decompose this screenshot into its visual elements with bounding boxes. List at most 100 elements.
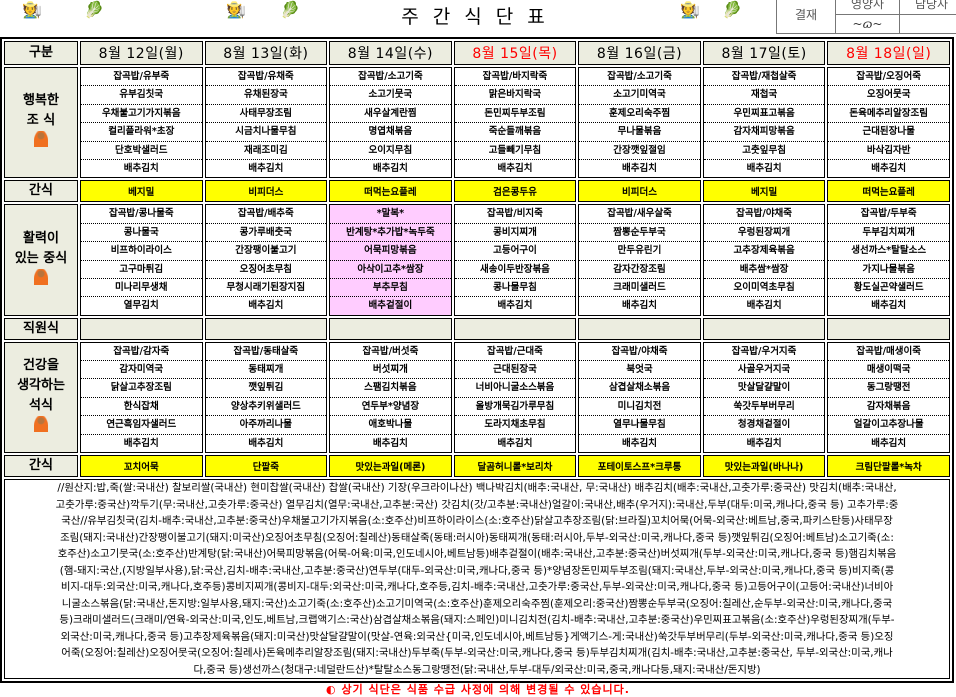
menu-item: 부추무침 <box>330 279 451 298</box>
origin-line: 비지-대두:외국산:미국,캐나다,호주등)콩비지찌개(콩비지-대두:외국산:미국… <box>60 581 894 594</box>
menu-item: 도라지채초무침 <box>454 416 576 435</box>
menu-item: 반계탕*추가밥*녹두죽 <box>330 224 451 243</box>
meal-cell-lunch: 잡곡밥/새우살죽 짬뽕순두부국 만두유린기 감자간장조림 크래미샐러드 배추김치 <box>578 204 701 316</box>
menu-item: 잡곡밥/야채죽 <box>703 205 825 224</box>
menu-item: 잡곡밥/버섯죽 <box>330 343 451 362</box>
approval-col-2: 담당자 <box>899 0 956 14</box>
row-label-lunch: 활력이 있는 중식 <box>4 204 78 316</box>
snack-cell: 포테이토스프*크루통 <box>578 455 701 478</box>
meal-cell-lunch: 잡곡밥/콩나물죽 콩나물국 비프하이라이스 고구마튀김 미나리무생채 열무김치 <box>80 204 203 316</box>
menu-item: 양상추키위샐러드 <box>205 398 327 417</box>
snack-cell: 맛있는과일(바나나) <box>702 455 826 478</box>
menu-item: 생선까스*탈탈소스 <box>828 242 949 261</box>
menu-item: 배추김치 <box>372 437 408 449</box>
menu-item: 콩가루배춧국 <box>205 224 327 243</box>
row-label-line: 활력이 <box>23 230 59 246</box>
row-label-line: 생각하는 <box>17 377 65 393</box>
meal-cell-dinner: 잡곡밥/동태살죽 동태찌개 깻잎튀김 양상추키위샐러드 아주까리나물 배추김치 <box>204 341 328 454</box>
menu-item: 동태찌개 <box>205 361 327 380</box>
cabbage-illustration: 🥬 <box>84 0 104 19</box>
meal-cell-dinner: 잡곡밥/매생이죽 매생이떡국 동그랑땡전 감자채볶음 얼갈이고추장나물 배추김치 <box>827 341 950 454</box>
meal-cell-breakfast: 잡곡밥/소고기죽 소고기뭇국 새우살계란찜 명엽채볶음 오이지무침 배추김치 <box>329 67 452 179</box>
menu-item: 잡곡밥/새우살죽 <box>579 205 700 224</box>
row-label-staff: 직원식 <box>4 317 78 340</box>
menu-item: 삼겹살채소볶음 <box>579 379 700 398</box>
menu-item: 사태무장조림 <box>205 105 327 124</box>
menu-item: 청경채겉절이 <box>703 416 825 435</box>
origin-line: 어죽(오징어:칠레산)오징어뭇국(오징어:칠레사)돈육메추리알장조림(돼지:국내… <box>61 647 893 660</box>
menu-item: 간장팽이불고기 <box>205 242 327 261</box>
page-title: 주간식단표 <box>401 6 559 28</box>
row-label-line: 행복한 <box>23 93 59 109</box>
meal-cell-dinner: 잡곡밥/버섯죽 버섯찌개 스팸김치볶음 연두부*양념장 애호박나물 배추김치 <box>329 341 452 454</box>
menu-item: 근대된장나물 <box>828 123 949 142</box>
header-label: 구분 <box>4 41 78 65</box>
row-label-line: 건강을 <box>23 357 59 373</box>
row-label-breakfast: 행복한 조 식 <box>4 67 78 179</box>
menu-item: 동그랑땡전 <box>828 379 949 398</box>
menu-item: 잡곡밥/소고기죽 <box>330 68 451 87</box>
meal-row-breakfast: 행복한 조 식 잡곡밥/유부죽 유부김칫국 우채불고기가지볶음 컬리플라워*초장 단호박샐러… <box>4 67 950 179</box>
snack-cell: 떠먹는요플레 <box>827 180 950 203</box>
menu-item: 미니김치전 <box>579 398 700 417</box>
menu-item: 잡곡밥/소고기죽 <box>579 68 700 87</box>
origin-line: 등)크래미샐러드(크래미/연육-외국산:미국,인도,베트남,크랩액기스:국산)삼… <box>59 614 895 627</box>
snack-cell: 맛있는과일(메론) <box>329 455 452 478</box>
origin-line: 조림(돼지:국내산)간장팽이불고기(돼지:미국산)오징어초무침(오징어:칠레산)… <box>60 531 894 544</box>
menu-item: 사골우거지국 <box>703 361 825 380</box>
menu-item: 배추김치 <box>248 162 284 174</box>
menu-item: 아삭이고추*쌈장 <box>330 261 451 279</box>
meal-cell-breakfast: 잡곡밥/바지락죽 맑은바지락국 돈민찌두부조림 죽순들깨볶음 고들빼기무침 배추김치 <box>453 67 577 179</box>
day-header: 8월 15일(목) <box>453 41 577 65</box>
snack-row: 간식 베지밀 비피더스 떠먹는요플레 검은콩두유 비피더스 베지밀 떠먹는요플레 <box>4 180 950 203</box>
menu-item: 오징어초무침 <box>205 261 327 279</box>
menu-item: 새송이두반장볶음 <box>454 261 576 279</box>
day-header: 8월 18일(일) <box>827 41 950 65</box>
menu-item: 깻잎튀김 <box>205 379 327 398</box>
menu-item: 우렁된장찌개 <box>703 224 825 243</box>
menu-item: 배추김치 <box>622 162 658 174</box>
menu-item: 애호박나물 <box>330 416 451 435</box>
row-label-snack: 간식 <box>4 180 78 203</box>
menu-item: 배추김치 <box>248 437 284 449</box>
menu-item: 연근흑임자샐러드 <box>81 416 202 435</box>
menu-item: 배추김치 <box>497 437 533 449</box>
meal-cell-dinner: 잡곡밥/야채죽 북엇국 삼겹살채소볶음 미니김치전 열무나물무침 배추김치 <box>578 341 701 454</box>
weekly-menu-table: 구분 8월 12일(월) 8월 13일(화) 8월 14일(수) 8월 15일(목) 8월… <box>0 37 954 684</box>
menu-item: 우채불고기가지볶음 <box>81 105 202 124</box>
snack-cell: 비피더스 <box>578 180 701 203</box>
snack-cell: 단팥죽 <box>204 455 328 478</box>
menu-item: 돈민찌두부조림 <box>454 105 576 124</box>
menu-item: 고들빼기무침 <box>454 142 576 160</box>
menu-item: 돈육메추리알장조림 <box>828 105 949 124</box>
menu-item: 유부김칫국 <box>81 86 202 105</box>
menu-item: 잡곡밥/바지락죽 <box>454 68 576 87</box>
origin-line: 다,중국 등)생선까스(청대구:네덜란드산)*탈탈소스동그랑땡전(닭:국내산,두… <box>193 663 761 676</box>
meal-cell-dinner: 잡곡밥/감자죽 감자미역국 닭살고추장조림 한식잡채 연근흑임자샐러드 배추김치 <box>80 341 203 454</box>
origin-line: //원산지:밥,죽(쌀:국내산) 찰보리쌀(국내산) 현미찹쌀(국내산) 찹쌀(… <box>57 482 897 495</box>
signature-image: ~ɷ~ <box>835 14 899 33</box>
menu-item: 버섯찌개 <box>330 361 451 380</box>
menu-item: 배추김치 <box>746 437 782 449</box>
menu-item: 고구마튀김 <box>81 261 202 279</box>
row-label-dinner: 건강을 생각하는 석식 <box>4 341 78 454</box>
menu-item: 배추김치 <box>871 437 907 449</box>
staff-row: 직원식 <box>4 317 950 340</box>
menu-item: 잡곡밥/배추죽 <box>205 205 327 224</box>
menu-item: 간장깻잎절임 <box>579 142 700 160</box>
menu-item: 무청시래기된장지짐 <box>205 279 327 298</box>
menu-item: 너비아니굴소스볶음 <box>454 379 576 398</box>
origin-line: 국산//유부김칫국(김치-배추:국내산,고추분:중국산)우채불고기가지볶음(소:… <box>61 515 893 528</box>
row-label-snack: 간식 <box>4 455 78 478</box>
snack-cell: 크림단팥롤*녹차 <box>827 455 950 478</box>
menu-item: 감자채볶음 <box>828 398 949 417</box>
meal-row-dinner: 건강을 생각하는 석식 잡곡밥/감자죽 감자미역국 닭살고추장조림 한식잡채 연근흑임자샐러드… <box>4 341 950 454</box>
origin-line: 호주산)소고기뭇국(소:호주산)반계탕(닭:국내산)어묵피망볶음(어묵-어육:미… <box>57 548 897 561</box>
meal-cell-lunch: 잡곡밥/두부죽 두부김치찌개 생선까스*탈탈소스 가지나물볶음 황도실곤약샐러드 배추김치 <box>827 204 950 316</box>
menu-item: 훈제오리숙주찜 <box>579 105 700 124</box>
menu-item: 재첩국 <box>703 86 825 105</box>
menu-item: 배추김치 <box>248 300 284 312</box>
day-header: 8월 14일(수) <box>329 41 452 65</box>
menu-item: 배추김치 <box>622 300 658 312</box>
